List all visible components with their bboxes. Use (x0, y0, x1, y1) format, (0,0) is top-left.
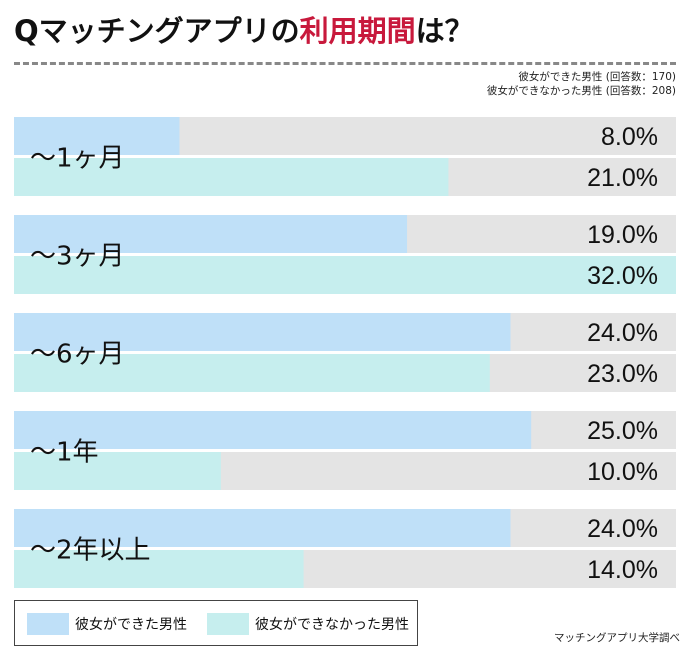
legend-swatch-dated (27, 613, 69, 635)
legend-item-dated: 彼女ができた男性 (27, 613, 187, 635)
source-note: マッチングアプリ大学調べ (554, 632, 680, 644)
value-label: 8.0% (601, 123, 658, 151)
bar-dated (14, 215, 408, 253)
bar-chart: 8.0% 21.0% 〜1ヶ月 19.0% 32.0% 〜3ヶ月 24.0% 23.0% 〜6ヶ… (14, 117, 676, 588)
bar-dated (14, 313, 511, 351)
value-label: 19.0% (587, 221, 658, 249)
bar-not-dated (14, 550, 304, 588)
category-label: 〜1年 (30, 438, 99, 468)
legend: 彼女ができた男性 彼女ができなかった男性 (14, 600, 418, 646)
chart-title: Qマッチングアプリの利用期間は？ (14, 8, 474, 50)
value-label: 23.0% (587, 360, 658, 388)
title-divider (14, 62, 676, 65)
title-prefix: Qマッチングアプリの (14, 14, 300, 48)
value-label: 24.0% (587, 515, 658, 543)
category-label: 〜6ヶ月 (30, 340, 125, 370)
title-highlight: 利用期間 (299, 14, 416, 48)
bar-not-dated (14, 256, 676, 294)
bar-dated (14, 509, 511, 547)
bar-dated (14, 117, 180, 155)
bar-not-dated (14, 452, 221, 490)
category-label: 〜1ヶ月 (30, 144, 125, 174)
bar-not-dated (14, 354, 490, 392)
bar-dated (14, 411, 532, 449)
title-suffix: は？ (415, 14, 474, 48)
category-label: 〜2年以上 (30, 536, 151, 566)
category-label: 〜3ヶ月 (30, 242, 125, 272)
sample-note-not-dated: 彼女ができなかった男性 (回答数：208) (486, 85, 676, 97)
value-label: 25.0% (587, 417, 658, 445)
value-label: 14.0% (587, 556, 658, 584)
legend-label-not-dated: 彼女ができなかった男性 (255, 617, 409, 633)
bar-not-dated (14, 158, 449, 196)
sample-note-dated: 彼女ができた男性 (回答数：170) (518, 71, 676, 83)
value-label: 32.0% (587, 262, 658, 290)
legend-item-not-dated: 彼女ができなかった男性 (207, 613, 409, 635)
value-label: 10.0% (587, 458, 658, 486)
legend-swatch-not-dated (207, 613, 249, 635)
value-label: 21.0% (587, 164, 658, 192)
value-label: 24.0% (587, 319, 658, 347)
legend-label-dated: 彼女ができた男性 (75, 617, 187, 633)
